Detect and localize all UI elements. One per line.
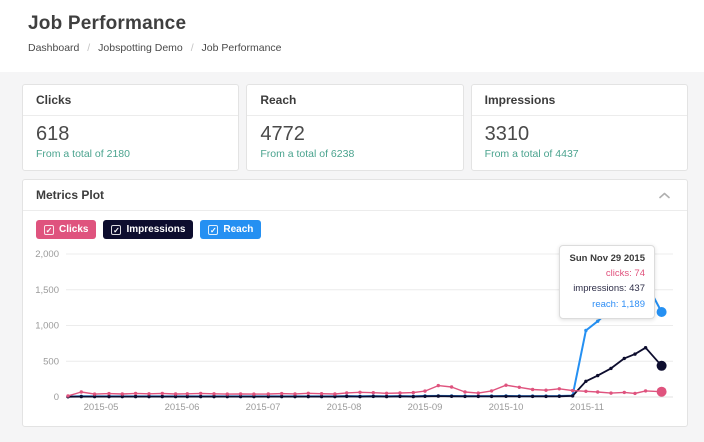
svg-text:0: 0 xyxy=(54,392,59,403)
toggle-clicks-button[interactable]: ✓ Clicks xyxy=(36,220,97,239)
breadcrumb-separator: / xyxy=(87,42,91,54)
svg-text:1,000: 1,000 xyxy=(35,321,59,332)
clicks-card: Clicks 618 From a total of 2180 xyxy=(22,84,240,171)
chart-plot-area[interactable]: 0 500 1,000 1,500 2,000 2015-05 2015-06 2015-07… xyxy=(23,243,687,431)
svg-text:500: 500 xyxy=(43,356,59,367)
reach-total-caption: From a total of 6238 xyxy=(260,148,355,160)
svg-text:2,000: 2,000 xyxy=(35,249,59,260)
toggle-clicks-label: Clicks xyxy=(59,224,89,235)
metrics-plot-title: Metrics Plot xyxy=(36,188,105,202)
svg-text:2015-10: 2015-10 xyxy=(489,402,524,413)
svg-text:2015-07: 2015-07 xyxy=(246,402,281,413)
metrics-plot-panel: Metrics Plot ✓ Clicks ✓ Impressions ✓ Re… xyxy=(22,179,688,427)
page-title: Job Performance xyxy=(28,13,187,34)
tooltip-clicks: clicks: 74 xyxy=(605,268,645,280)
breadcrumb: Dashboard / Jobspotting Demo / Job Perfo… xyxy=(28,42,676,54)
metrics-line-chart[interactable]: 0 500 1,000 1,500 2,000 2015-05 2015-06 2015-07… xyxy=(23,243,687,431)
clicks-card-title: Clicks xyxy=(23,85,239,116)
tooltip-reach: reach: 1,189 xyxy=(592,298,645,310)
collapse-panel-button[interactable] xyxy=(655,190,674,201)
breadcrumb-jobspotting-demo[interactable]: Jobspotting Demo xyxy=(98,42,183,54)
chevron-up-icon xyxy=(659,192,670,198)
breadcrumb-dashboard[interactable]: Dashboard xyxy=(28,42,80,54)
checkbox-checked-icon: ✓ xyxy=(208,224,219,235)
svg-text:1,500: 1,500 xyxy=(35,285,59,296)
toggle-impressions-button[interactable]: ✓ Impressions xyxy=(103,220,194,239)
impressions-value: 3310 xyxy=(484,123,530,145)
clicks-total-caption: From a total of 2180 xyxy=(36,148,130,160)
clicks-value: 618 xyxy=(36,123,70,145)
checkbox-checked-icon: ✓ xyxy=(111,224,122,235)
svg-text:2015-09: 2015-09 xyxy=(408,402,443,413)
series-legend: ✓ Clicks ✓ Impressions ✓ Reach xyxy=(23,211,687,241)
svg-text:2015-08: 2015-08 xyxy=(327,402,362,413)
tooltip-date: Sun Nov 29 2015 xyxy=(569,253,645,264)
impressions-card: Impressions 3310 From a total of 4437 xyxy=(470,84,688,171)
reach-value: 4772 xyxy=(260,123,305,145)
toggle-reach-label: Reach xyxy=(223,224,254,235)
page-header: Job Performance Dashboard / Jobspotting … xyxy=(0,0,704,72)
svg-text:2015-11: 2015-11 xyxy=(570,402,604,413)
toggle-reach-button[interactable]: ✓ Reach xyxy=(200,220,262,239)
breadcrumb-separator: / xyxy=(190,42,194,54)
svg-text:2015-06: 2015-06 xyxy=(165,402,200,413)
main-content: Clicks 618 From a total of 2180 Reach 47… xyxy=(0,72,704,441)
impressions-card-title: Impressions xyxy=(471,85,687,116)
impressions-total-caption: From a total of 4437 xyxy=(484,148,579,160)
reach-card-title: Reach xyxy=(247,85,463,116)
toggle-impressions-label: Impressions xyxy=(126,224,186,235)
metric-cards-row: Clicks 618 From a total of 2180 Reach 47… xyxy=(22,84,688,171)
tooltip-impressions: impressions: 437 xyxy=(573,283,645,295)
checkbox-checked-icon: ✓ xyxy=(44,224,54,235)
chart-tooltip: Sun Nov 29 2015 clicks: 74 impressions: … xyxy=(559,245,655,319)
breadcrumb-job-performance: Job Performance xyxy=(201,42,282,54)
reach-card: Reach 4772 From a total of 6238 xyxy=(246,84,464,171)
svg-text:2015-05: 2015-05 xyxy=(84,402,119,413)
